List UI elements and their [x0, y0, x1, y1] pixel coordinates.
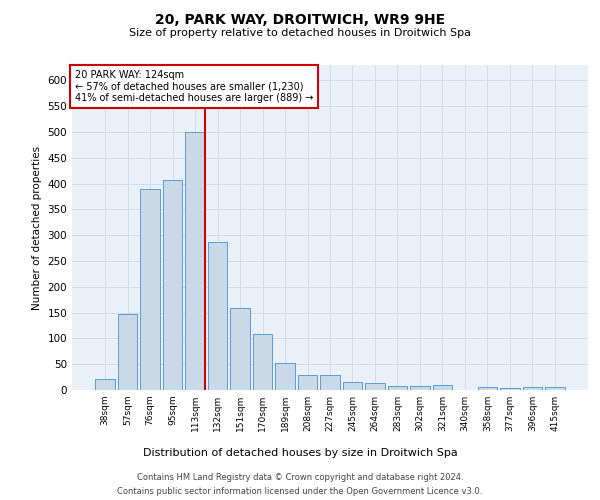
- Bar: [320, 374, 340, 390]
- Bar: [208, 242, 227, 390]
- Bar: [500, 388, 520, 390]
- Bar: [388, 386, 407, 390]
- Bar: [343, 382, 362, 390]
- Text: Contains HM Land Registry data © Crown copyright and database right 2024.: Contains HM Land Registry data © Crown c…: [137, 472, 463, 482]
- Text: Contains public sector information licensed under the Open Government Licence v3: Contains public sector information licen…: [118, 488, 482, 496]
- Bar: [185, 132, 205, 390]
- Bar: [523, 388, 542, 390]
- Bar: [410, 386, 430, 390]
- Bar: [253, 334, 272, 390]
- Bar: [275, 363, 295, 390]
- Text: 20, PARK WAY, DROITWICH, WR9 9HE: 20, PARK WAY, DROITWICH, WR9 9HE: [155, 12, 445, 26]
- Bar: [95, 378, 115, 390]
- Bar: [433, 385, 452, 390]
- Bar: [545, 388, 565, 390]
- Y-axis label: Number of detached properties: Number of detached properties: [32, 146, 42, 310]
- Text: 20 PARK WAY: 124sqm
← 57% of detached houses are smaller (1,230)
41% of semi-det: 20 PARK WAY: 124sqm ← 57% of detached ho…: [74, 70, 313, 103]
- Bar: [478, 388, 497, 390]
- Text: Distribution of detached houses by size in Droitwich Spa: Distribution of detached houses by size …: [143, 448, 457, 458]
- Bar: [298, 374, 317, 390]
- Text: Size of property relative to detached houses in Droitwich Spa: Size of property relative to detached ho…: [129, 28, 471, 38]
- Bar: [163, 180, 182, 390]
- Bar: [140, 189, 160, 390]
- Bar: [118, 314, 137, 390]
- Bar: [365, 384, 385, 390]
- Bar: [230, 308, 250, 390]
